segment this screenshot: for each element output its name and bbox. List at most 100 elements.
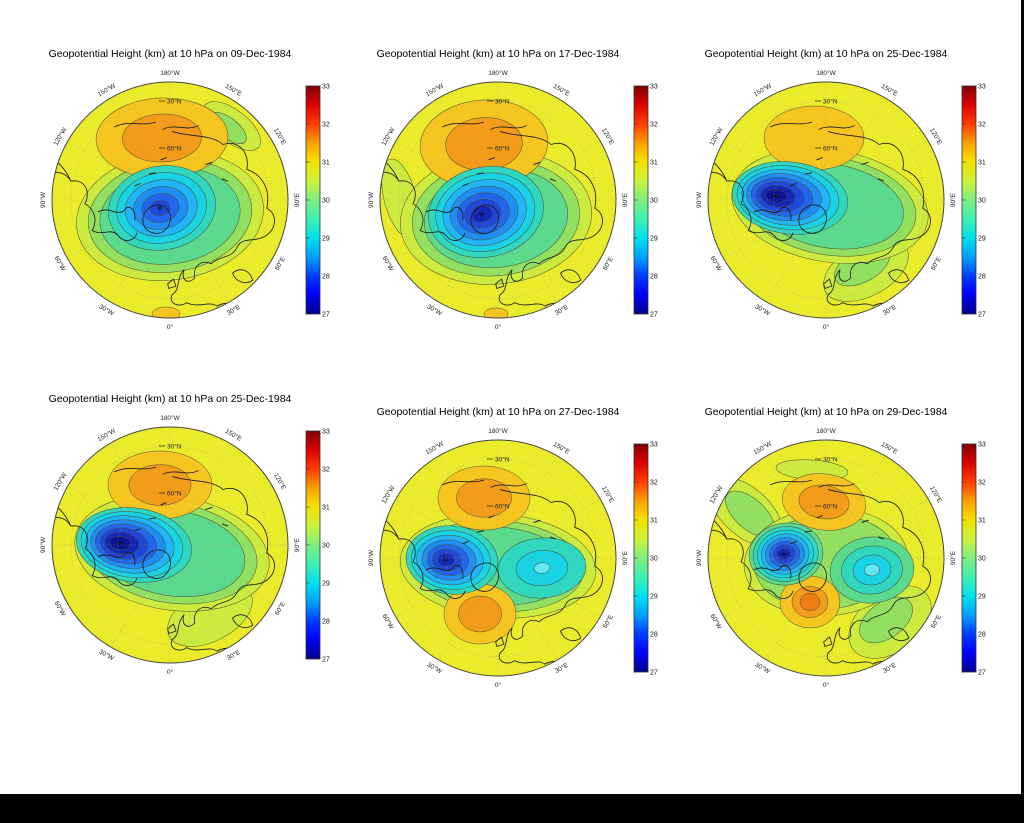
longitude-label: 60°E xyxy=(273,255,287,272)
figure-canvas: Geopotential Height (km) at 10 hPa on 09… xyxy=(0,0,1021,794)
colorbar-tick-label: 32 xyxy=(322,122,330,129)
longitude-label: 120°E xyxy=(272,472,288,492)
longitude-label: 90°W xyxy=(367,549,375,566)
latitude-label: 60°N xyxy=(823,502,838,510)
colorbar-tick-label: 32 xyxy=(978,480,986,487)
colorbar-tick-label: 30 xyxy=(978,198,986,205)
longitude-label: 30°E xyxy=(225,648,242,662)
subplot-2: Geopotential Height (km) at 10 hPa on 17… xyxy=(364,46,668,334)
longitude-label: 90°E xyxy=(949,192,957,207)
map-svg: 180°W 150°E 120°E 90°E 60°E 30°E 0° 30°W 60°W 90°… xyxy=(695,427,986,689)
colorbar-tick-label: 33 xyxy=(650,84,658,91)
longitude-label: 60°E xyxy=(601,613,615,630)
subplot-4: Geopotential Height (km) at 10 hPa on 25… xyxy=(36,391,340,679)
longitude-label: 120°E xyxy=(928,127,944,147)
longitude-label: 60°W xyxy=(381,255,396,274)
longitude-label: 120°E xyxy=(600,485,616,505)
longitude-label: 90°W xyxy=(39,536,47,553)
colorbar-tick-label: 31 xyxy=(322,160,330,167)
colorbar-tick-label: 31 xyxy=(978,160,986,167)
longitude-label: 180°W xyxy=(488,69,508,77)
longitude-label: 60°W xyxy=(53,255,68,274)
longitude-label: 180°W xyxy=(816,69,836,77)
map-svg: 180°W 150°E 120°E 90°E 60°E 30°E 0° 30°W 60°W 90°… xyxy=(367,69,658,331)
colorbar: 33 32 31 30 29 28 27 xyxy=(305,84,330,319)
longitude-label: 180°W xyxy=(488,427,508,435)
longitude-label: 30°W xyxy=(98,303,117,318)
longitude-label: 150°E xyxy=(880,82,900,98)
colorbar: 33 32 31 30 29 28 27 xyxy=(633,84,658,319)
subplot-row-top: Geopotential Height (km) at 10 hPa on 09… xyxy=(36,46,996,334)
map-svg: 180°W 150°E 120°E 90°E 60°E 30°E 0° 30°W 60°W 90°… xyxy=(695,69,986,331)
longitude-label: 30°E xyxy=(225,303,242,317)
latitude-label: 60°N xyxy=(167,144,182,152)
subplot-title: Geopotential Height (km) at 10 hPa on 25… xyxy=(48,393,292,405)
longitude-label: 0° xyxy=(167,323,174,331)
latitude-label: 30°N xyxy=(167,442,182,450)
longitude-label: 30°W xyxy=(426,303,445,318)
colorbar-tick-label: 31 xyxy=(650,160,658,167)
colorbar-tick-label: 32 xyxy=(650,480,658,487)
map-svg: 180°W 150°E 120°E 90°E 60°E 30°E 0° 30°W 60°W 90°… xyxy=(39,69,330,331)
polar-contour-map: 180°W 150°E 120°E 90°E 60°E 30°E 0° 30°W 60°W 90°… xyxy=(364,66,668,334)
longitude-label: 180°W xyxy=(160,69,180,77)
longitude-label: 90°E xyxy=(621,550,629,565)
colorbar-tick-label: 31 xyxy=(978,518,986,525)
colorbar-tick-label: 27 xyxy=(650,312,658,319)
colorbar-tick-label: 32 xyxy=(322,467,330,474)
longitude-label: 30°W xyxy=(98,648,117,663)
colorbar: 33 32 31 30 29 28 27 xyxy=(633,442,658,677)
longitude-label: 60°E xyxy=(929,255,943,272)
longitude-label: 60°E xyxy=(929,613,943,630)
longitude-label: 150°E xyxy=(224,82,244,98)
colorbar-tick-label: 28 xyxy=(978,274,986,281)
colorbar-tick-label: 32 xyxy=(650,122,658,129)
subplot-1: Geopotential Height (km) at 10 hPa on 09… xyxy=(36,46,340,334)
subplot-row-bottom: Geopotential Height (km) at 10 hPa on 25… xyxy=(36,393,996,692)
colorbar-tick-label: 30 xyxy=(322,543,330,550)
colorbar-tick-label: 27 xyxy=(650,670,658,677)
colorbar-tick-label: 28 xyxy=(322,619,330,626)
colorbar-tick-label: 29 xyxy=(322,236,330,243)
latitude-label: 30°N xyxy=(167,97,182,105)
longitude-label: 90°E xyxy=(293,537,301,552)
longitude-label: 150°E xyxy=(880,440,900,456)
colorbar-tick-label: 33 xyxy=(978,442,986,449)
colorbar-tick-label: 28 xyxy=(978,632,986,639)
longitude-label: 30°E xyxy=(553,303,570,317)
latitude-label: 30°N xyxy=(823,97,838,105)
latitude-label: 30°N xyxy=(495,97,510,105)
colorbar: 33 32 31 30 29 28 27 xyxy=(961,442,986,677)
polar-contour-map: 180°W 150°E 120°E 90°E 60°E 30°E 0° 30°W 60°W 90°… xyxy=(364,424,668,692)
latitude-label: 60°N xyxy=(495,144,510,152)
longitude-label: 180°W xyxy=(160,414,180,422)
colorbar-tick-label: 29 xyxy=(650,236,658,243)
longitude-label: 60°W xyxy=(709,255,724,274)
polar-contour-map: 180°W 150°E 120°E 90°E 60°E 30°E 0° 30°W 60°W 90°… xyxy=(692,66,996,334)
colorbar-tick-label: 28 xyxy=(650,274,658,281)
longitude-label: 120°E xyxy=(600,127,616,147)
colorbar-tick-label: 33 xyxy=(322,84,330,91)
longitude-label: 30°W xyxy=(426,661,445,676)
colorbar-tick-label: 29 xyxy=(322,581,330,588)
colorbar-tick-label: 33 xyxy=(978,84,986,91)
longitude-label: 90°E xyxy=(949,550,957,565)
longitude-label: 0° xyxy=(823,323,830,331)
longitude-label: 60°W xyxy=(53,600,68,619)
colorbar-tick-label: 28 xyxy=(650,632,658,639)
colorbar-tick-label: 29 xyxy=(978,594,986,601)
colorbar-tick-label: 30 xyxy=(650,556,658,563)
longitude-label: 90°W xyxy=(39,191,47,208)
longitude-label: 150°E xyxy=(552,440,572,456)
colorbar-tick-label: 29 xyxy=(650,594,658,601)
subplot-title: Geopotential Height (km) at 10 hPa on 09… xyxy=(48,48,292,60)
longitude-label: 30°W xyxy=(754,303,773,318)
longitude-label: 60°E xyxy=(601,255,615,272)
map-svg: 180°W 150°E 120°E 90°E 60°E 30°E 0° 30°W 60°W 90°… xyxy=(39,414,330,676)
longitude-label: 90°E xyxy=(293,192,301,207)
colorbar-tick-label: 30 xyxy=(978,556,986,563)
colorbar: 33 32 31 30 29 28 27 xyxy=(961,84,986,319)
latitude-label: 60°N xyxy=(167,489,182,497)
longitude-label: 180°W xyxy=(816,427,836,435)
longitude-label: 0° xyxy=(495,323,502,331)
